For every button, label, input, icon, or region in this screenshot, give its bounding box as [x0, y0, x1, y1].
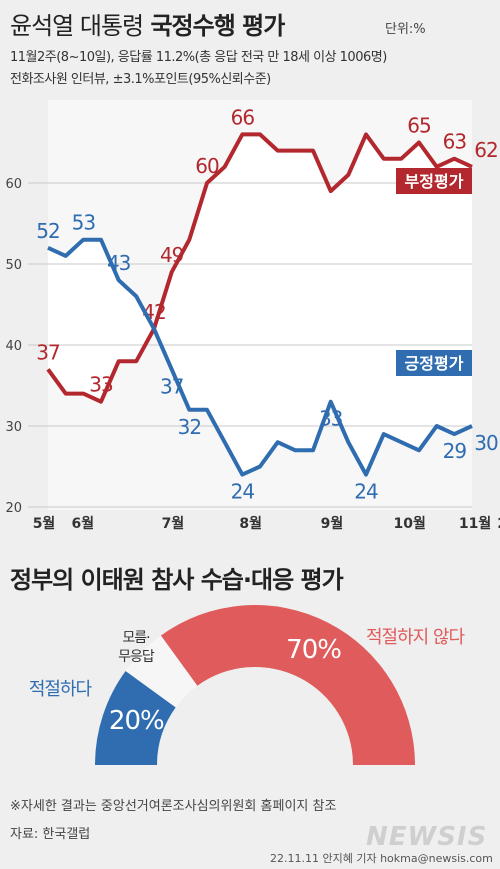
x-tick-label: 8월	[239, 515, 262, 532]
survey-method: 전화조사원 인터뷰, ±3.1%포인트(95%신뢰수준)	[10, 72, 271, 87]
data-label: 63	[443, 130, 467, 154]
data-label: 49	[160, 243, 184, 267]
data-label: 24	[354, 480, 378, 504]
data-label: 43	[107, 251, 131, 275]
data-label: 24	[231, 480, 255, 504]
x-tick-label: 6월	[72, 515, 95, 532]
data-label: 33	[89, 373, 113, 397]
legend-label: 부정평가	[405, 172, 464, 191]
slice-label-unknown-1: 모름·	[122, 630, 149, 646]
x-tick-label: 11월	[459, 515, 491, 532]
gap-area	[48, 134, 472, 475]
itaewon-half-donut-chart: 20% 70% 적절하다 모름· 무응답 적절하지 않다	[29, 605, 466, 765]
x-tick-label: 2주	[497, 516, 500, 532]
survey-info: 11월2주(8~10일), 응답률 11.2%(총 응답 전국 만 18세 이상…	[10, 50, 387, 65]
donut-slice	[160, 605, 415, 765]
slice-value-label: 70%	[286, 635, 341, 665]
donut-slice	[95, 670, 176, 765]
y-tick-label: 60	[5, 177, 22, 192]
slice-label-positive: 적절하다	[29, 679, 93, 700]
data-label: 37	[36, 340, 60, 364]
legend-label: 긍정평가	[405, 354, 464, 373]
negative-legend-box	[396, 168, 472, 194]
data-label: 53	[72, 211, 96, 235]
data-label: 65	[407, 114, 430, 138]
data-label: 62	[474, 138, 497, 162]
x-tick-label: 10월	[394, 515, 426, 532]
unit-label: 단위:%	[385, 22, 426, 37]
title-light: 윤석열 대통령	[10, 12, 144, 40]
chart-title: 윤석열 대통령 국정수행 평가	[10, 6, 285, 41]
x-tick-label: 5월	[33, 515, 56, 532]
y-tick-label: 50	[5, 258, 22, 273]
footnote: ※자세한 결과는 중앙선거여론조사심의위원회 홈페이지 참조	[10, 799, 337, 814]
donut-slice	[125, 635, 198, 708]
y-tick-label: 30	[5, 420, 22, 435]
slice-label-unknown-2: 무응답	[118, 649, 155, 665]
slice-value-label: 20%	[109, 706, 164, 736]
positive-series-line	[47, 237, 473, 477]
x-tick-label: 9월	[321, 515, 344, 532]
approval-line-chart: 20304050605월6월7월8월9월10월11월2주373342496066…	[5, 100, 500, 532]
newsis-logo: NEWSIS	[366, 822, 488, 852]
y-tick-label: 20	[5, 501, 22, 516]
data-label: 60	[195, 154, 219, 178]
source-label: 자료: 한국갤럽	[10, 827, 91, 842]
positive-legend-box	[396, 350, 472, 376]
data-label: 30	[474, 431, 498, 455]
data-label: 29	[443, 439, 467, 463]
data-label: 33	[319, 407, 343, 431]
title-bold: 국정수행 평가	[150, 12, 285, 40]
data-label: 66	[231, 105, 255, 129]
slice-label-negative: 적절하지 않다	[366, 627, 466, 648]
negative-series-line	[46, 132, 473, 404]
data-label: 32	[178, 415, 201, 439]
data-label: 52	[36, 219, 59, 243]
x-tick-label: 7월	[162, 515, 185, 532]
data-label: 37	[160, 374, 184, 398]
credit-line: 22.11.11 안지혜 기자 hokma@newsis.com	[270, 852, 493, 865]
y-tick-label: 40	[5, 339, 22, 354]
pie-title: 정부의 이태원 참사 수습·대응 평가	[10, 566, 344, 594]
